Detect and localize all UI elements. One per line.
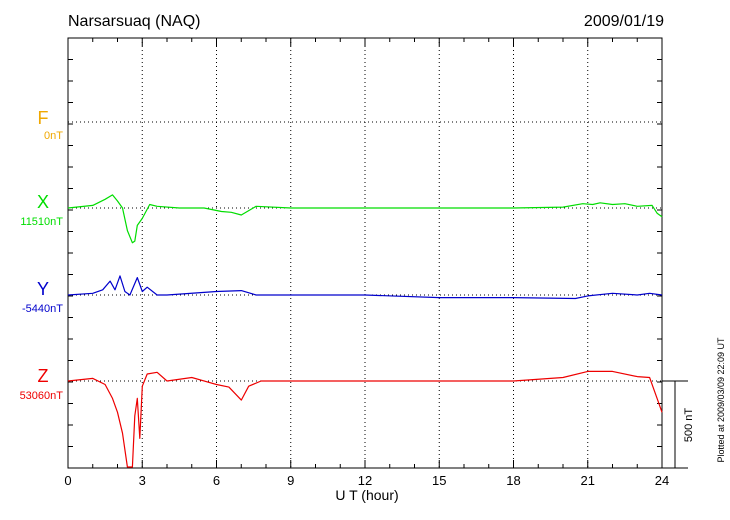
plot-frame: [67, 37, 663, 469]
x-tick-label: 3: [139, 473, 146, 488]
date-label: 2009/01/19: [584, 13, 664, 30]
series-line-y: [67, 275, 663, 300]
x-tick-label: 18: [506, 473, 520, 488]
x-tick-label: 21: [581, 473, 595, 488]
axis-ticks: [67, 38, 663, 468]
scale-bar-label: 500 nT: [683, 408, 695, 443]
x-tick-label: 24: [655, 473, 669, 488]
x-axis-title: U T (hour): [335, 487, 398, 503]
baseline-label-y: -5440nT: [22, 303, 63, 315]
x-tick-labels: 0 3 6 9 12 15 18 21 24: [64, 473, 669, 488]
baseline-label-f: 0nT: [44, 130, 63, 142]
baseline-label-z: 53060nT: [20, 390, 64, 402]
series-line-z: [67, 370, 663, 468]
series-label-x: X: [37, 192, 49, 212]
x-tick-label: 12: [358, 473, 372, 488]
plotted-at-note: Plotted at 2009/03/09 22:09 UT: [716, 337, 726, 463]
x-tick-label: 6: [213, 473, 220, 488]
series-label-y: Y: [37, 279, 49, 299]
x-tick-label: 9: [287, 473, 294, 488]
series-line-x: [67, 194, 663, 244]
baseline-label-x: 11510nT: [20, 216, 63, 228]
series-label-f: F: [38, 108, 49, 128]
grid-lines: [68, 38, 662, 468]
x-tick-label: 15: [432, 473, 446, 488]
x-tick-label: 0: [64, 473, 71, 488]
station-title: Narsarsuaq (NAQ): [68, 13, 200, 30]
series-lines: [67, 194, 663, 468]
series-label-z: Z: [38, 366, 49, 386]
scale-bar: [662, 380, 688, 469]
